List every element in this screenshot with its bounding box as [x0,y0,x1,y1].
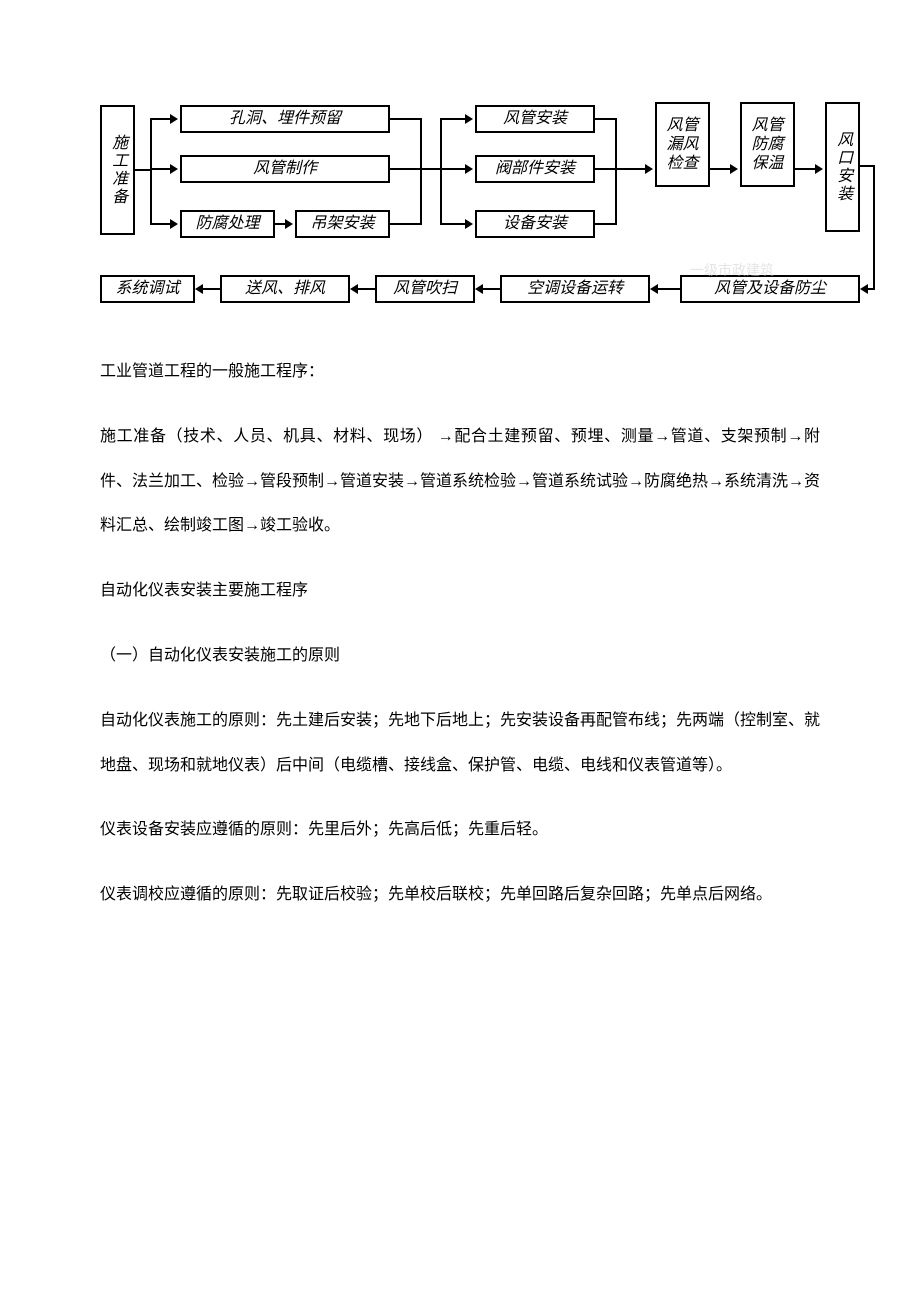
box-anticorrosion: 防腐处理 [180,210,275,238]
construction-flowchart: 施工准备 孔洞、埋件预留 风管制作 防腐处理 吊架安装 风管安装 阀部件安装 设… [100,100,880,310]
arrow [656,288,680,290]
arrow [481,288,500,290]
box-prep-label: 施工准备 [108,134,127,206]
arrow [201,288,220,290]
arrow [150,223,172,225]
box-duct-install: 风管安装 [475,105,595,133]
arrow [356,288,375,290]
arrow [390,118,420,120]
arrow [150,118,172,120]
box-valve-install: 阀部件安装 [475,155,595,183]
arrow [420,168,440,170]
box-ac-operate-label: 空调设备运转 [527,279,623,298]
arrow [390,168,420,170]
arrow [440,168,467,170]
paragraph-pipe-sequence: 施工准备（技术、人员、机具、材料、现场） →配合土建预留、预埋、测量→管道、支架… [100,415,820,549]
box-insulation-label: 风管防腐保温 [744,116,791,174]
arrow [710,168,732,170]
box-hole-embed: 孔洞、埋件预留 [180,105,390,133]
paragraph-section-one: （一）自动化仪表安装施工的原则 [100,634,820,679]
arrow [615,118,617,225]
arrow [420,118,422,225]
arrow [595,168,615,170]
arrow [440,118,442,225]
box-leak-check: 风管漏风检查 [655,102,710,187]
box-anticorrosion-label: 防腐处理 [195,214,259,233]
paragraph-instrument-title: 自动化仪表安装主要施工程序 [100,569,820,614]
paragraph-calibration-principle: 仪表调校应遵循的原则：先取证后校验；先单校后联校；先单回路后复杂回路；先单点后网… [100,873,820,918]
watermark-text: 一级市政建筑 [690,260,774,280]
arrow [275,223,287,225]
box-valve-install-label: 阀部件安装 [495,159,575,178]
arrow [390,223,420,225]
paragraph-instrument-principle: 自动化仪表施工的原则：先土建后安装；先地下后地上；先安装设备再配管布线；先两端（… [100,699,820,789]
box-prep: 施工准备 [100,105,135,235]
arrow [440,223,467,225]
arrow [150,168,172,170]
box-equip-install-label: 设备安装 [503,214,567,233]
box-equip-install: 设备安装 [475,210,595,238]
box-duct-install-label: 风管安装 [503,109,567,128]
arrow [795,168,817,170]
arrow [150,118,152,225]
paragraph-install-principle: 仪表设备安装应遵循的原则：先里后外；先高后低；先重后轻。 [100,808,820,853]
arrow [135,169,150,171]
box-ac-operate: 空调设备运转 [500,275,650,303]
box-hole-embed-label: 孔洞、埋件预留 [229,109,341,128]
box-supply-exhaust-label: 送风、排风 [245,279,325,298]
arrow [595,118,615,120]
box-system-debug-label: 系统调试 [115,279,179,298]
box-outlet-install-label: 风口安装 [833,131,852,203]
arrow [615,168,647,170]
box-insulation: 风管防腐保温 [740,102,795,187]
paragraph-pipe-title: 工业管道工程的一般施工程序： [100,350,820,395]
box-duct-make-label: 风管制作 [253,159,317,178]
box-duct-make: 风管制作 [180,155,390,183]
arrow [595,223,615,225]
box-duct-purge: 风管吹扫 [375,275,475,303]
box-supply-exhaust: 送风、排风 [220,275,350,303]
arrow [440,118,467,120]
box-duct-purge-label: 风管吹扫 [393,279,457,298]
box-system-debug: 系统调试 [100,275,195,303]
box-leak-check-label: 风管漏风检查 [659,116,706,174]
arrow [873,165,875,290]
box-hanger-label: 吊架安装 [310,214,374,233]
arrow [866,288,875,290]
box-outlet-install: 风口安装 [825,102,860,232]
box-hanger: 吊架安装 [295,210,390,238]
box-dustproof-label: 风管及设备防尘 [714,279,826,298]
